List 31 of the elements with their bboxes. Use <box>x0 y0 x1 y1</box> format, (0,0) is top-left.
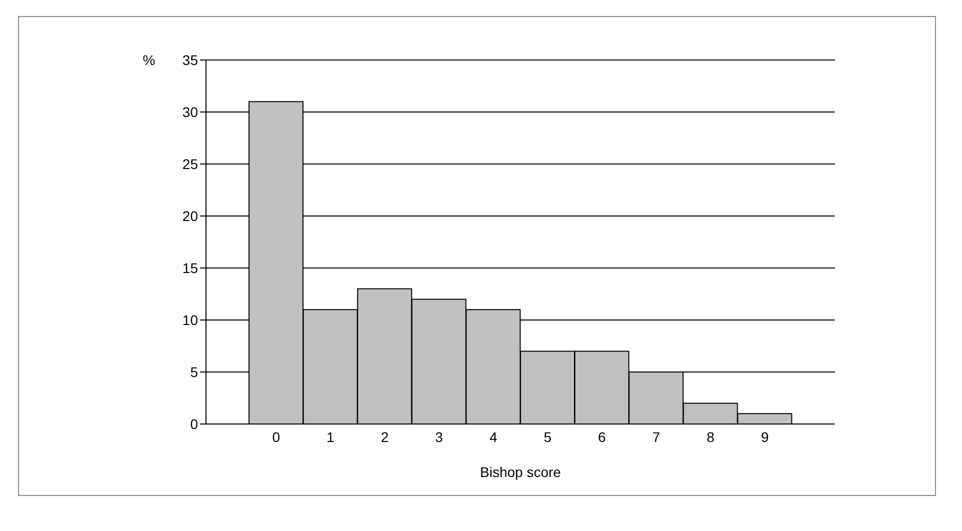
x-tick-label: 5 <box>544 428 552 445</box>
y-tick-label: 30 <box>182 104 198 120</box>
x-tick-label: 9 <box>760 428 769 445</box>
x-tick-label: 7 <box>652 428 660 445</box>
bar <box>248 101 304 424</box>
y-axis-title: % <box>142 52 156 68</box>
x-tick-label: 0 <box>272 428 280 445</box>
y-tick-label: 25 <box>182 156 198 172</box>
x-tick-label: 2 <box>380 428 389 445</box>
y-tick-label: 10 <box>182 312 198 328</box>
bar <box>411 298 466 424</box>
x-tick-label: 6 <box>598 428 606 445</box>
bar <box>574 350 630 424</box>
x-tick-label: 3 <box>435 428 444 445</box>
bar <box>682 402 738 424</box>
y-tick-label: 35 <box>182 52 198 68</box>
bar <box>737 413 792 424</box>
bar <box>628 372 684 424</box>
bar <box>466 309 521 424</box>
x-tick-label: 1 <box>326 428 335 445</box>
y-tick-label: 5 <box>190 364 198 380</box>
bar <box>357 288 412 424</box>
y-tick-label: 0 <box>190 416 198 432</box>
chart-frame: % 0 1 2 3 4 5 6 7 8 9 Bishop score 0 5 10 15 20 25 30 35 <box>18 16 936 496</box>
y-tick-label: 15 <box>182 260 198 276</box>
x-tick-label: 4 <box>489 428 498 445</box>
x-tick-label: 8 <box>706 428 715 445</box>
bar <box>520 350 575 424</box>
y-tick-label: 20 <box>182 208 198 224</box>
bar <box>302 309 358 424</box>
x-axis-title: Bishop score <box>480 464 562 480</box>
